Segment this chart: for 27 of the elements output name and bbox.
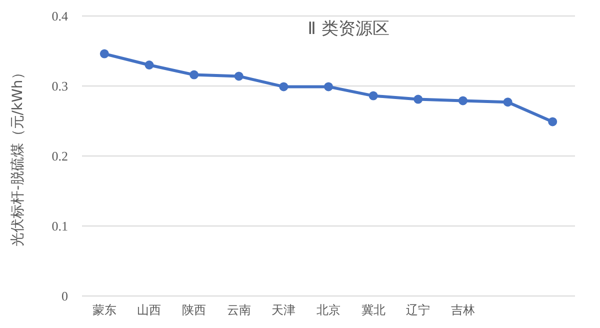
x-tick-label: 辽宁 [406, 303, 430, 317]
point [458, 96, 468, 106]
x-tick-label: 云南 [226, 303, 251, 317]
point [279, 82, 288, 92]
x-tick-label: 山西 [137, 303, 162, 317]
x-tick-label: 陕西 [182, 303, 206, 317]
x-tick-label: 天津 [272, 303, 296, 317]
y-tick-label: 0.2 [52, 148, 68, 164]
x-tick-label: 蒙东 [92, 303, 116, 317]
point [324, 82, 333, 92]
y-axis-title: 光伏标杆-脱硫煤（元/kWh） [10, 66, 26, 246]
point [503, 98, 512, 107]
chart-title: Ⅱ 类资源区 [308, 19, 390, 39]
point [414, 94, 423, 104]
point [190, 70, 199, 80]
y-tick-label: 0.1 [52, 218, 68, 234]
point [144, 60, 154, 70]
point [234, 72, 244, 81]
point [368, 91, 378, 100]
point [100, 49, 109, 58]
x-tick-label: 冀北 [361, 303, 386, 317]
y-tick-label: 0.4 [52, 8, 68, 24]
y-tick-label: 0.3 [52, 78, 68, 94]
point [548, 117, 558, 126]
y-tick-label: 0 [62, 288, 68, 304]
x-tick-label: 北京 [316, 303, 340, 317]
x-tick-label: 吉林 [450, 303, 475, 317]
